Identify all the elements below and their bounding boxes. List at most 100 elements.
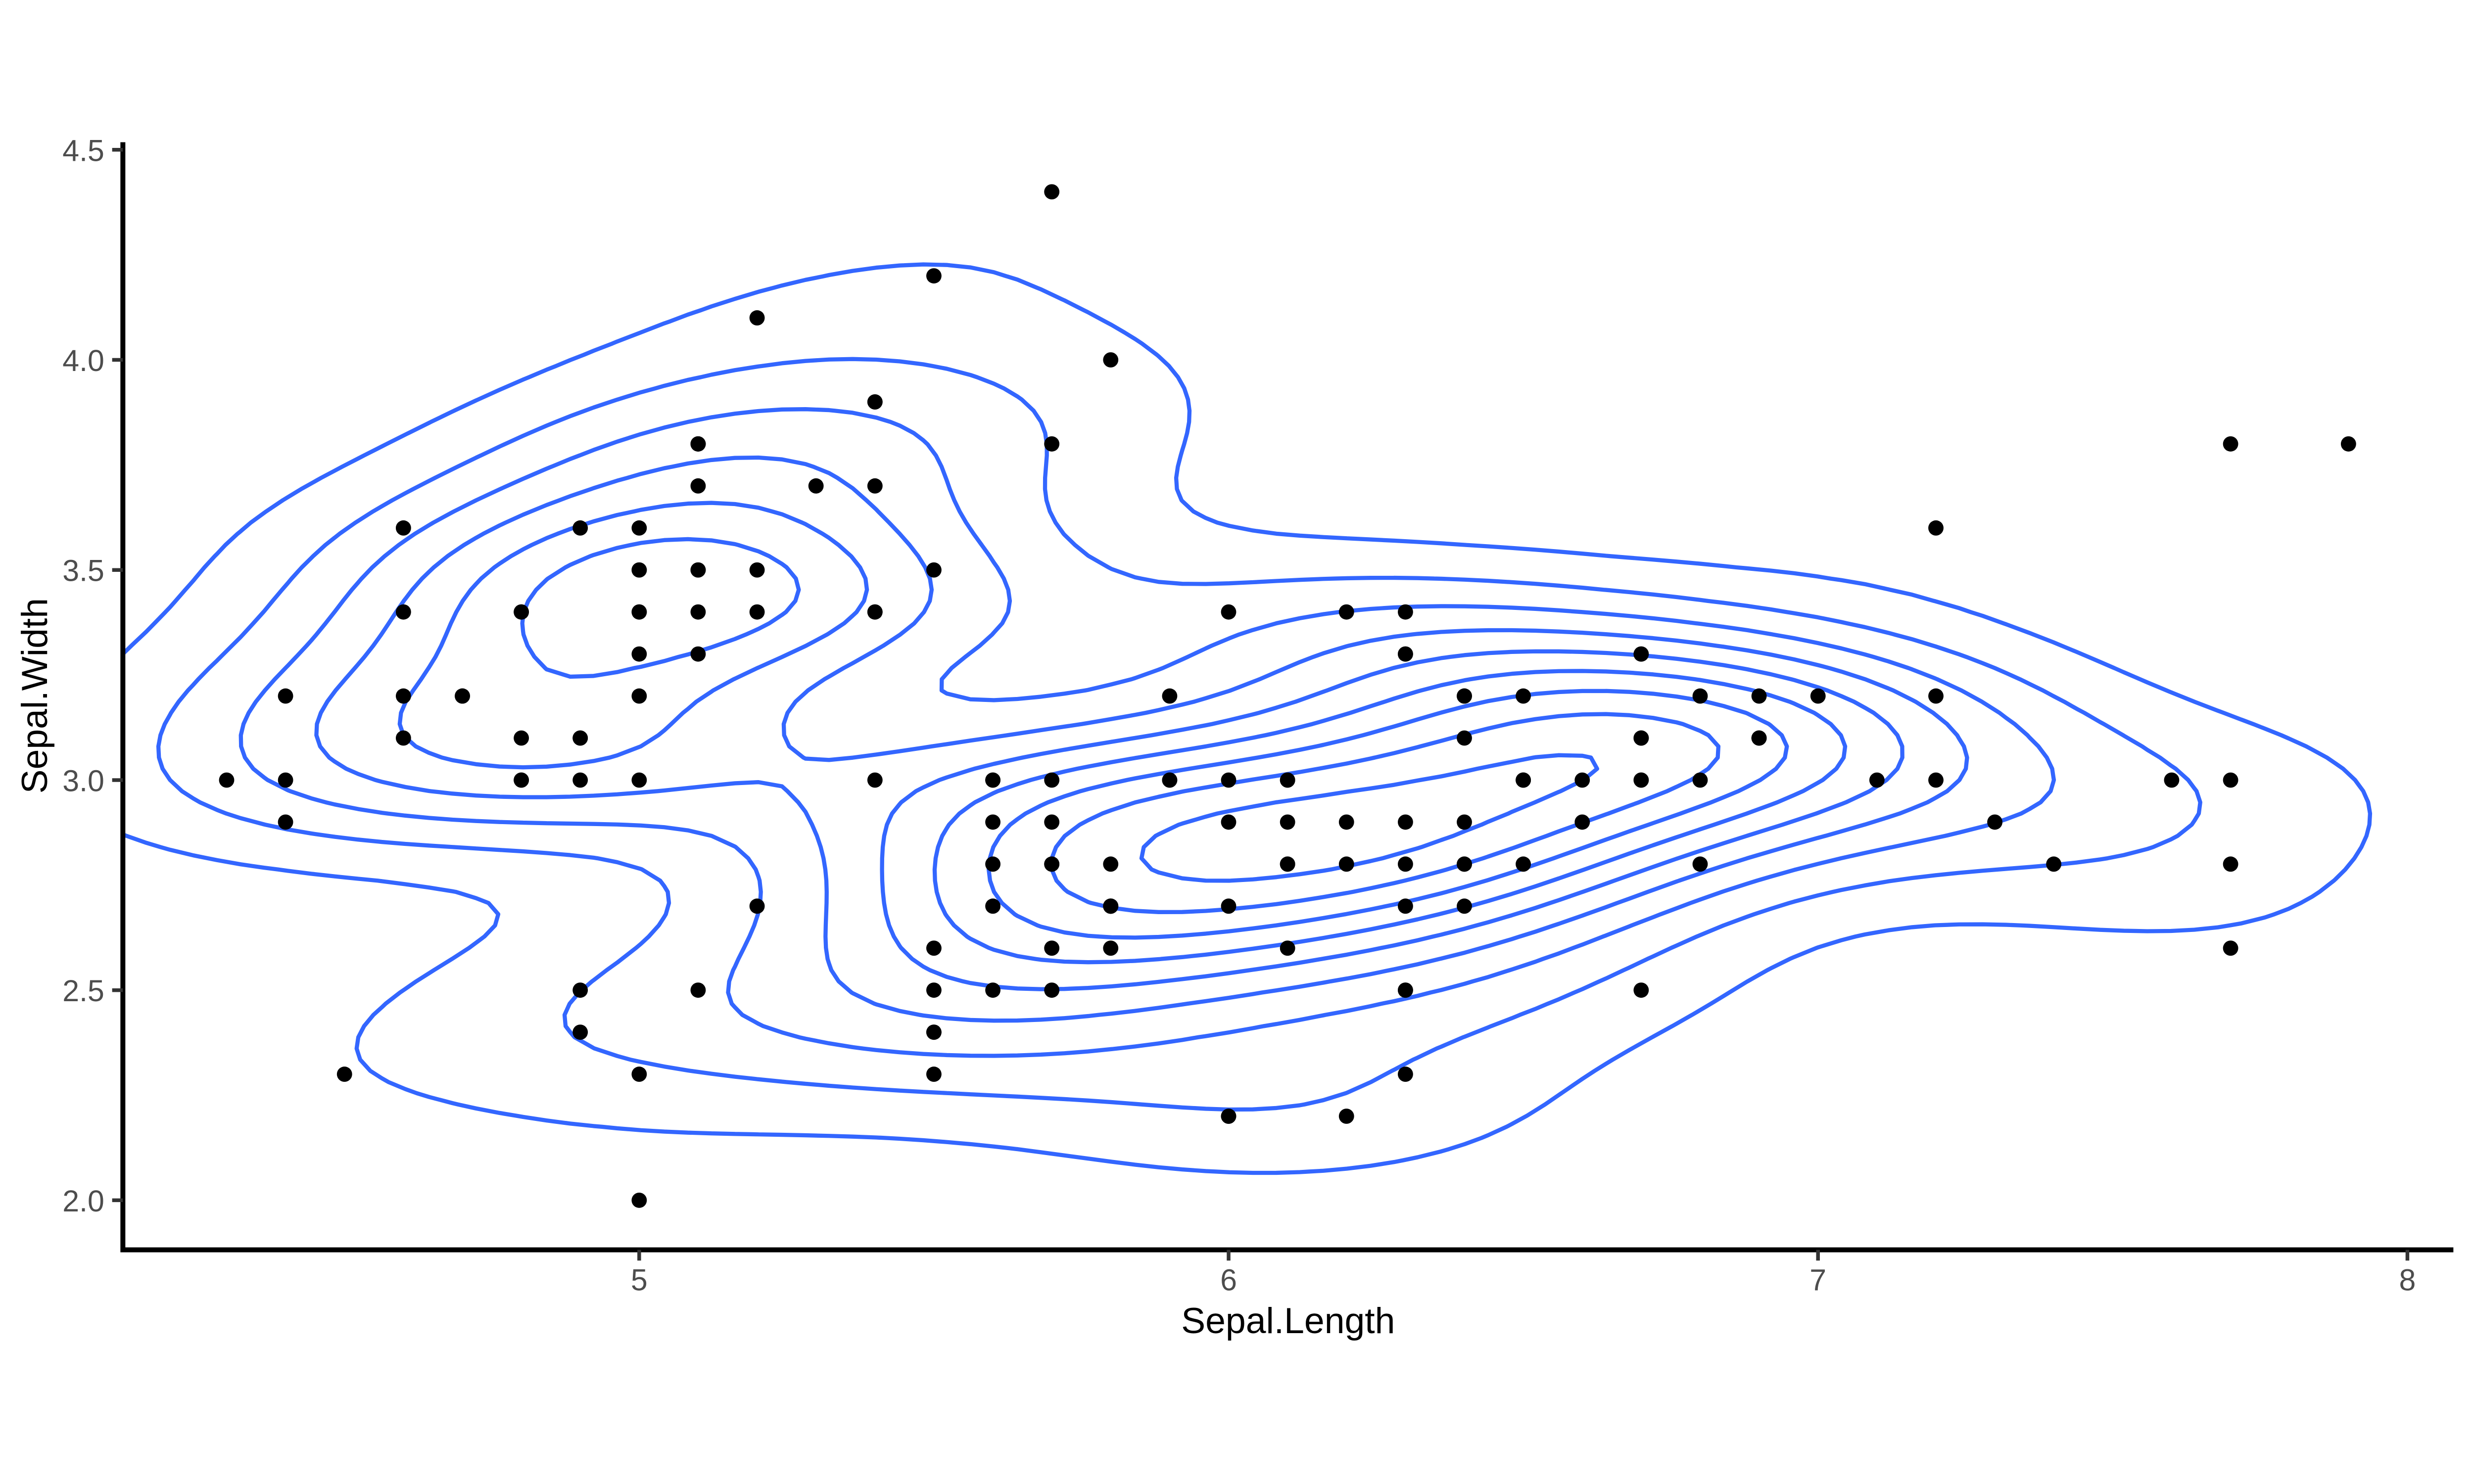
data-point — [1574, 772, 1590, 788]
axis-lines — [120, 142, 2454, 1252]
data-point — [2340, 436, 2356, 452]
x-axis-title: Sepal.Length — [1181, 1300, 1395, 1341]
x-tick-label: 8 — [2399, 1263, 2416, 1297]
data-point — [1338, 1109, 1354, 1124]
data-point — [867, 394, 883, 410]
y-tick-label: 4.5 — [62, 134, 104, 167]
data-point — [2223, 940, 2238, 956]
data-point — [1103, 352, 1119, 368]
data-point — [926, 982, 942, 998]
data-point — [572, 730, 588, 746]
data-point — [1457, 814, 1472, 830]
data-point — [690, 478, 706, 494]
y-tick-label: 2.5 — [62, 974, 104, 1008]
contour-line-level-2 — [156, 357, 2202, 1112]
data-point — [572, 1024, 588, 1040]
data-point — [1338, 856, 1354, 872]
data-point — [572, 520, 588, 536]
data-point — [926, 940, 942, 956]
y-axis-title: Sepal.Width — [14, 598, 55, 793]
data-point — [1516, 688, 1531, 704]
data-point — [631, 1067, 647, 1082]
y-axis-ticks — [112, 148, 123, 1203]
data-point — [1633, 730, 1649, 746]
data-point — [278, 814, 293, 830]
data-point — [749, 898, 765, 914]
data-point — [631, 562, 647, 578]
contour-line-level-9 — [1139, 753, 1599, 883]
data-point — [278, 688, 293, 704]
contour-line-level-8 — [1049, 712, 1721, 914]
data-point — [2223, 856, 2238, 872]
data-point — [926, 1067, 942, 1082]
data-point — [1044, 184, 1060, 200]
data-point — [1398, 898, 1413, 914]
data-point — [867, 478, 883, 494]
y-axis-tick-labels: 2.0 2.5 3.0 3.5 4.0 4.5 — [62, 134, 104, 1218]
data-points — [219, 184, 2356, 1208]
data-point — [514, 604, 529, 620]
data-point — [749, 310, 765, 325]
data-point — [690, 982, 706, 998]
data-point — [985, 982, 1000, 998]
data-point — [1516, 772, 1531, 788]
data-point — [572, 772, 588, 788]
data-point — [1044, 772, 1060, 788]
data-point — [1044, 814, 1060, 830]
data-point — [1103, 856, 1119, 872]
data-point — [631, 688, 647, 704]
y-tick-label: 2.0 — [62, 1184, 104, 1218]
data-point — [2223, 436, 2238, 452]
data-point — [1044, 982, 1060, 998]
data-point — [1928, 688, 1944, 704]
data-point — [572, 982, 588, 998]
x-axis-ticks — [637, 1250, 2410, 1261]
data-point — [1398, 982, 1413, 998]
data-point — [631, 646, 647, 662]
data-point — [395, 688, 411, 704]
contour-line-level-1 — [121, 262, 2373, 1175]
data-point — [1221, 772, 1237, 788]
data-point — [1162, 688, 1178, 704]
data-point — [1221, 898, 1237, 914]
data-point — [1928, 772, 1944, 788]
x-tick-label: 6 — [1220, 1263, 1237, 1297]
data-point — [631, 772, 647, 788]
data-point — [1692, 772, 1708, 788]
data-point — [1044, 940, 1060, 956]
y-tick-label: 3.5 — [62, 554, 104, 588]
data-point — [631, 604, 647, 620]
data-point — [1751, 688, 1767, 704]
data-point — [1044, 436, 1060, 452]
data-point — [514, 730, 529, 746]
data-point — [1398, 646, 1413, 662]
data-point — [1103, 898, 1119, 914]
contour-lines — [121, 262, 2373, 1175]
data-point — [1633, 982, 1649, 998]
data-point — [1633, 646, 1649, 662]
contour-line-level-4 — [314, 455, 1969, 1023]
data-point — [867, 772, 883, 788]
data-point — [1280, 940, 1295, 956]
data-point — [926, 562, 942, 578]
data-point — [1692, 688, 1708, 704]
data-point — [1221, 604, 1237, 620]
data-point — [2164, 772, 2180, 788]
x-tick-label: 5 — [631, 1263, 648, 1297]
data-point — [985, 856, 1000, 872]
data-point — [631, 1193, 647, 1208]
data-point — [1516, 856, 1531, 872]
contour-line-level-6 — [520, 537, 1848, 965]
data-point — [631, 520, 647, 536]
data-point — [1162, 772, 1178, 788]
data-point — [808, 478, 824, 494]
data-point — [926, 268, 942, 284]
data-point — [1398, 856, 1413, 872]
data-point — [1751, 730, 1767, 746]
data-point — [1928, 520, 1944, 536]
data-point — [1692, 856, 1708, 872]
data-point — [749, 562, 765, 578]
data-point — [985, 898, 1000, 914]
data-point — [1103, 940, 1119, 956]
